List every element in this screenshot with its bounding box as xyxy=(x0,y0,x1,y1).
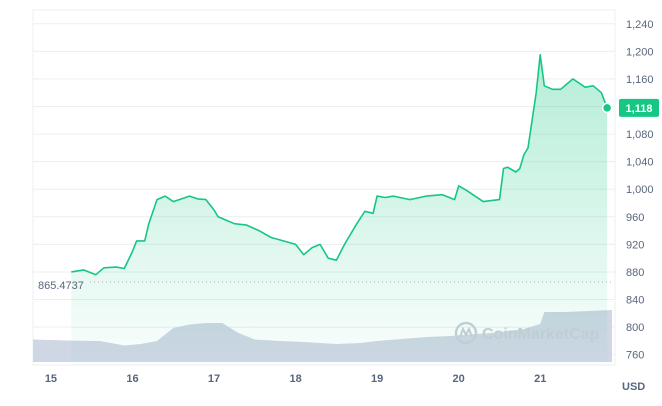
y-tick-label: 1,160 xyxy=(626,74,654,86)
y-tick-label: 920 xyxy=(626,239,644,251)
x-tick-label: 17 xyxy=(208,373,220,385)
y-tick-label: 960 xyxy=(626,212,644,224)
y-tick-label: 1,240 xyxy=(626,19,654,31)
y-tick-label: 1,040 xyxy=(626,157,654,169)
price-badge xyxy=(619,98,659,117)
y-tick-label: 840 xyxy=(626,295,644,307)
y-tick-label: 1,000 xyxy=(626,184,654,196)
price-line xyxy=(71,54,608,276)
price-badge-label: 1,118 xyxy=(626,103,653,115)
baseline-reference: 865.4737 xyxy=(38,280,612,292)
x-tick-label: 19 xyxy=(371,373,383,385)
x-tick-label: 18 xyxy=(289,373,301,385)
y-tick-label: 1,080 xyxy=(626,129,654,141)
price-line-path xyxy=(71,54,608,276)
baseline-label: 865.4737 xyxy=(38,280,84,292)
y-tick-label: 800 xyxy=(626,322,644,334)
y-tick-label: 880 xyxy=(626,267,644,279)
price-area-fill xyxy=(71,54,608,365)
y-axis: 760 800 840 880 920 960 1,000 1,040 1,080 1,160 1,… xyxy=(626,19,654,362)
current-price-dot xyxy=(601,102,613,114)
x-tick-label: 16 xyxy=(126,373,138,385)
x-tick-label: 21 xyxy=(534,373,546,385)
current-price-marker: 1,118 xyxy=(601,98,659,117)
x-axis: 15 16 17 18 19 20 21 xyxy=(45,373,547,385)
x-tick-label: 15 xyxy=(45,373,57,385)
x-tick-label: 20 xyxy=(453,373,465,385)
price-area xyxy=(71,54,608,365)
currency-unit: USD xyxy=(622,381,645,393)
y-tick-label: 760 xyxy=(626,350,644,362)
plot-frame xyxy=(32,9,616,366)
y-tick-label: 1,200 xyxy=(626,46,654,58)
